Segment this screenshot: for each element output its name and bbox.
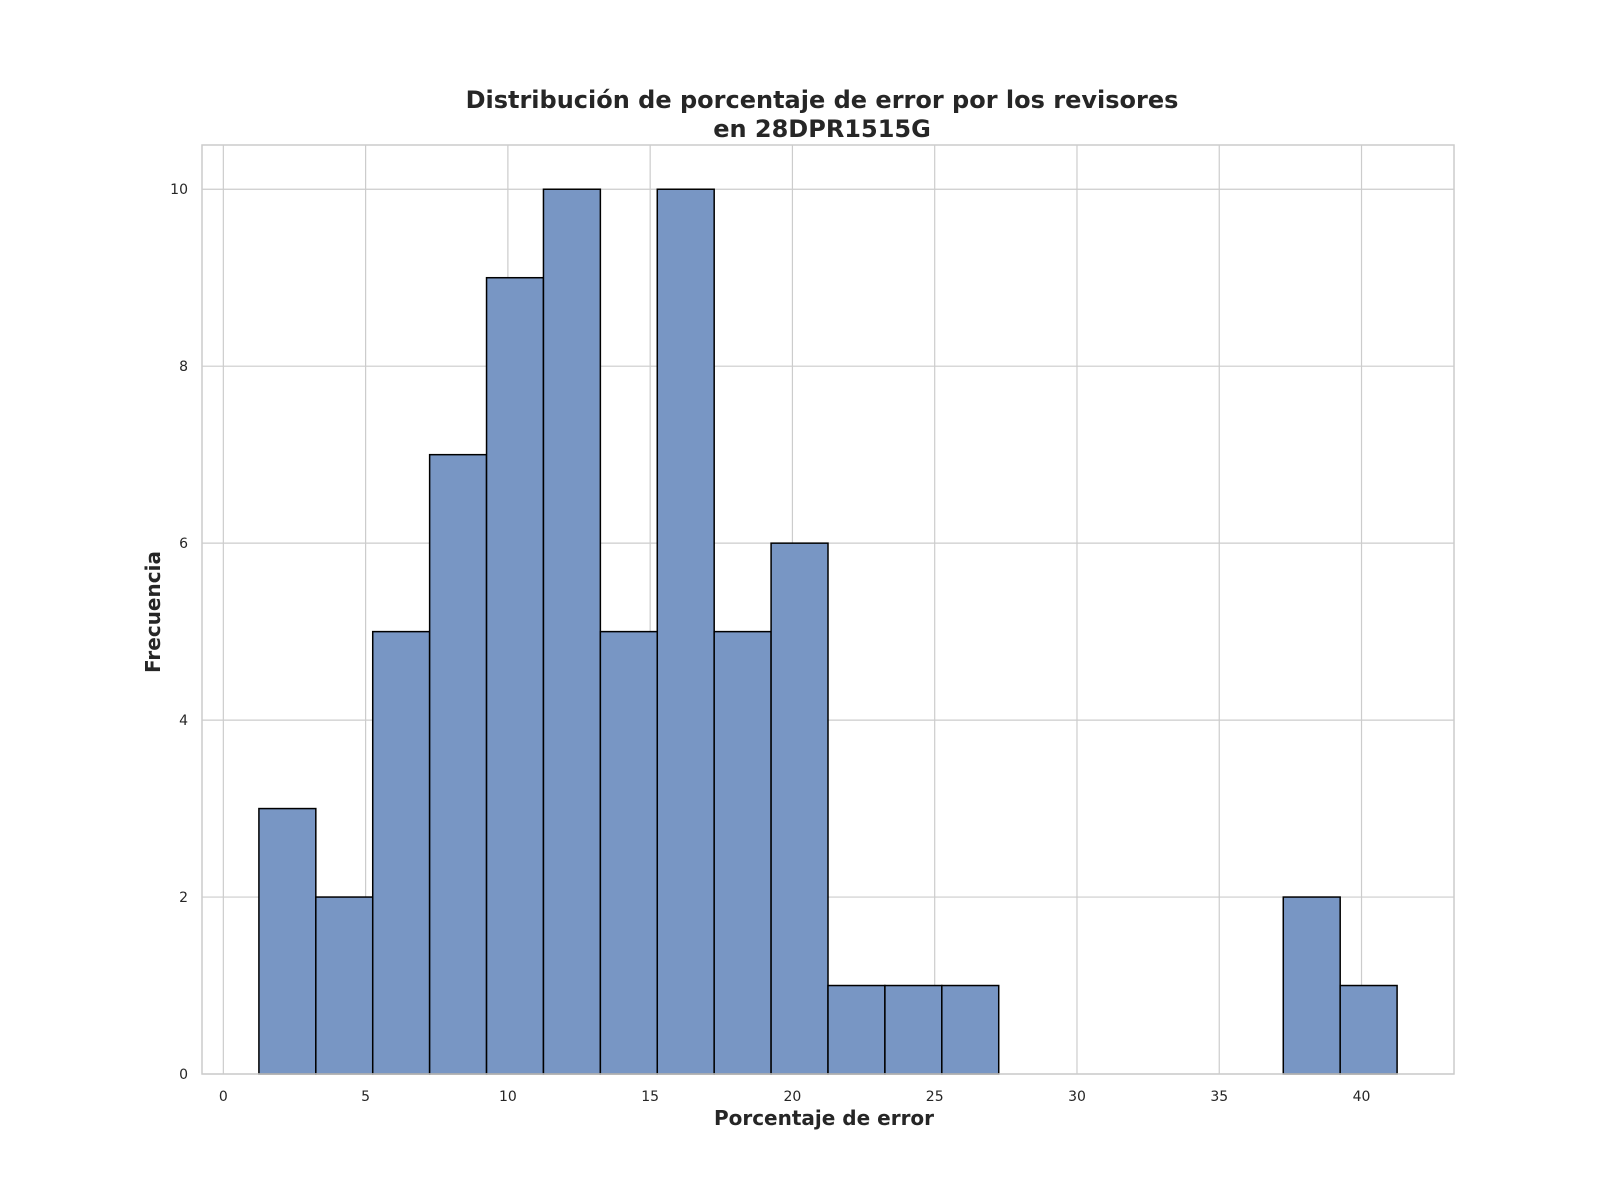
plot-frame bbox=[201, 144, 1455, 1075]
y-tick-label: 2 bbox=[179, 890, 188, 906]
x-tick-label: 0 bbox=[219, 1089, 228, 1105]
chart-title-line-2: en 28DPR1515G bbox=[713, 115, 931, 143]
y-tick-label: 0 bbox=[179, 1067, 188, 1083]
x-tick-labels: 0 5 10 15 20 25 30 35 40 bbox=[219, 1089, 1371, 1105]
x-tick-label: 35 bbox=[1210, 1089, 1228, 1105]
histogram-bar bbox=[542, 188, 602, 1075]
y-axis-label: Frecuencia bbox=[141, 551, 165, 673]
histogram-bar bbox=[656, 188, 715, 1075]
x-axis-label: Porcentaje de error bbox=[714, 1106, 934, 1130]
histogram-bar bbox=[599, 630, 659, 1075]
y-tick-label: 10 bbox=[170, 182, 188, 198]
x-tick-label: 20 bbox=[784, 1089, 802, 1105]
x-tick-label: 40 bbox=[1353, 1089, 1371, 1105]
histogram-bar bbox=[428, 453, 488, 1075]
chart-title-line-1: Distribución de porcentaje de error por … bbox=[466, 86, 1179, 114]
histogram-bar bbox=[371, 630, 431, 1075]
x-tick-label: 10 bbox=[499, 1089, 517, 1105]
y-tick-label: 6 bbox=[179, 536, 188, 552]
histogram-bar bbox=[315, 896, 374, 1075]
x-tick-label: 5 bbox=[361, 1089, 370, 1105]
histogram-bar bbox=[485, 276, 545, 1075]
histogram-bar bbox=[258, 807, 317, 1075]
x-tick-label: 15 bbox=[641, 1089, 659, 1105]
histogram-bar bbox=[713, 630, 772, 1075]
y-tick-label: 8 bbox=[179, 359, 188, 375]
y-tick-label: 4 bbox=[179, 713, 188, 729]
histogram-bar bbox=[1282, 896, 1341, 1075]
histogram-bar bbox=[884, 984, 943, 1075]
x-tick-label: 30 bbox=[1068, 1089, 1086, 1105]
histogram-bar bbox=[770, 542, 829, 1075]
y-tick-labels: 0 2 4 6 8 10 bbox=[170, 182, 188, 1083]
histogram-bar bbox=[941, 984, 1000, 1075]
histogram-bar bbox=[827, 984, 886, 1075]
bars bbox=[258, 188, 1398, 1075]
histogram-bar bbox=[1339, 984, 1398, 1075]
x-tick-label: 25 bbox=[926, 1089, 944, 1105]
